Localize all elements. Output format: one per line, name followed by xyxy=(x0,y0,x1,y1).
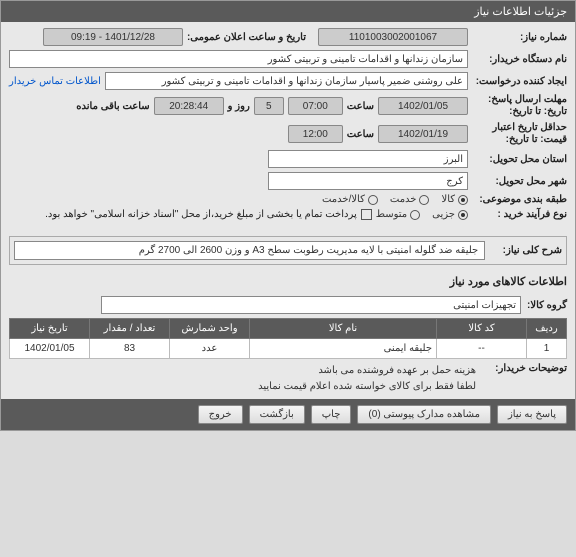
main-panel: جزئیات اطلاعات نیاز شماره نیاز: 11010030… xyxy=(0,0,576,431)
items-table: ردیف کد کالا نام کالا واحد شمارش تعداد /… xyxy=(9,318,567,359)
requester-field: علی روشنی ضمیر پاسیار سازمان زندانها و ا… xyxy=(105,72,468,90)
deadline-time: 07:00 xyxy=(288,97,343,115)
pub-datetime-field: 1401/12/28 - 09:19 xyxy=(43,28,183,46)
exit-button[interactable]: خروج xyxy=(198,405,243,424)
group-field: تجهیزات امنیتی xyxy=(101,296,521,314)
desc-label: شرح کلی نیاز: xyxy=(489,245,562,256)
radio-dot-icon xyxy=(419,195,429,205)
cell-qty: 83 xyxy=(90,339,170,359)
req-no-label: شماره نیاز: xyxy=(472,32,567,43)
items-table-wrap: ردیف کد کالا نام کالا واحد شمارش تعداد /… xyxy=(1,318,575,359)
group-label: گروه کالا: xyxy=(527,300,567,311)
items-section-title: اطلاعات کالاهای مورد نیاز xyxy=(1,271,575,292)
radio-dot-icon xyxy=(458,195,468,205)
req-no-field: 1101003002001067 xyxy=(318,28,468,46)
radio-service[interactable]: خدمت xyxy=(390,194,430,205)
validity-label: حداقل تاریخ اعتبار قیمت: تا تاریخ: xyxy=(472,122,567,146)
pub-datetime-label: تاریخ و ساعت اعلان عمومی: xyxy=(187,32,306,43)
table-row[interactable]: 1 -- جلیقه ایمنی عدد 83 1402/01/05 xyxy=(10,339,567,359)
buyer-label: نام دستگاه خریدار: xyxy=(472,54,567,65)
th-date: تاریخ نیاز xyxy=(10,319,90,339)
city-label: شهر محل تحویل: xyxy=(472,176,567,187)
attachments-button[interactable]: مشاهده مدارک پیوستی (0) xyxy=(357,405,491,424)
validity-time: 12:00 xyxy=(288,125,343,143)
buyer-field: سازمان زندانها و اقدامات تامینی و تربیتی… xyxy=(9,50,468,68)
radio-dot-icon xyxy=(410,210,420,220)
cell-code: -- xyxy=(437,339,527,359)
cell-name: جلیقه ایمنی xyxy=(250,339,437,359)
respond-button[interactable]: پاسخ به نیاز xyxy=(497,405,567,424)
cell-date: 1402/01/05 xyxy=(10,339,90,359)
buyer-notes: توضیحات خریدار: هزینه حمل بر عهده فروشند… xyxy=(1,359,575,399)
countdown: 20:28:44 xyxy=(154,97,224,115)
pay-note: پرداخت تمام یا بخشی از مبلغ خرید،از محل … xyxy=(45,209,357,220)
radio-dot-icon xyxy=(458,210,468,220)
footer-toolbar: پاسخ به نیاز مشاهده مدارک پیوستی (0) چاپ… xyxy=(1,399,575,430)
notes-text: هزینه حمل بر عهده فروشنده می باشد لطفا ف… xyxy=(258,363,476,395)
remaining-label: ساعت باقی مانده xyxy=(76,101,149,112)
th-code: کد کالا xyxy=(437,319,527,339)
category-radio-group: کالا خدمت کالا/خدمت xyxy=(322,194,468,205)
process-radio-group: جزیی متوسط xyxy=(376,209,468,220)
radio-dot-icon xyxy=(368,195,378,205)
panel-title: جزئیات اطلاعات نیاز xyxy=(474,6,567,18)
time-label-2: ساعت xyxy=(347,129,374,140)
checkbox-payment[interactable] xyxy=(361,209,372,220)
cell-row: 1 xyxy=(527,339,567,359)
th-name: نام کالا xyxy=(250,319,437,339)
table-header-row: ردیف کد کالا نام کالا واحد شمارش تعداد /… xyxy=(10,319,567,339)
form-area: شماره نیاز: 1101003002001067 تاریخ و ساع… xyxy=(1,22,575,230)
th-unit: واحد شمارش xyxy=(170,319,250,339)
back-button[interactable]: بازگشت xyxy=(249,405,305,424)
th-qty: تعداد / مقدار xyxy=(90,319,170,339)
cell-unit: عدد xyxy=(170,339,250,359)
panel-header: جزئیات اطلاعات نیاز xyxy=(1,1,575,22)
radio-goods[interactable]: کالا xyxy=(441,194,468,205)
validity-date: 1402/01/19 xyxy=(378,125,468,143)
province-field: البرز xyxy=(268,150,468,168)
contact-link[interactable]: اطلاعات تماس خریدار xyxy=(9,76,101,87)
days-field: 5 xyxy=(254,97,284,115)
group-row: گروه کالا: تجهیزات امنیتی xyxy=(1,292,575,318)
description-box: شرح کلی نیاز: جلیقه ضد گلوله امنیتی با ل… xyxy=(9,236,567,265)
print-button[interactable]: چاپ xyxy=(311,405,352,424)
deadline-date: 1402/01/05 xyxy=(378,97,468,115)
desc-field: جلیقه ضد گلوله امنیتی با لایه مدیریت رطو… xyxy=(14,241,485,260)
time-label-1: ساعت xyxy=(347,101,374,112)
radio-goods-service[interactable]: کالا/خدمت xyxy=(322,194,378,205)
radio-partial[interactable]: جزیی xyxy=(432,209,468,220)
city-field: کرج xyxy=(268,172,468,190)
category-label: طبقه بندی موضوعی: xyxy=(472,194,567,205)
province-label: استان محل تحویل: xyxy=(472,154,567,165)
th-row: ردیف xyxy=(527,319,567,339)
deadline-label: مهلت ارسال پاسخ: تاریخ: تا تاریخ: xyxy=(472,94,567,118)
requester-label: ایجاد کننده درخواست: xyxy=(472,76,567,87)
process-label: نوع فرآیند خرید : xyxy=(472,209,567,220)
radio-medium[interactable]: متوسط xyxy=(376,209,420,220)
notes-label: توضیحات خریدار: xyxy=(482,363,567,395)
day-label: روز و xyxy=(228,101,250,112)
